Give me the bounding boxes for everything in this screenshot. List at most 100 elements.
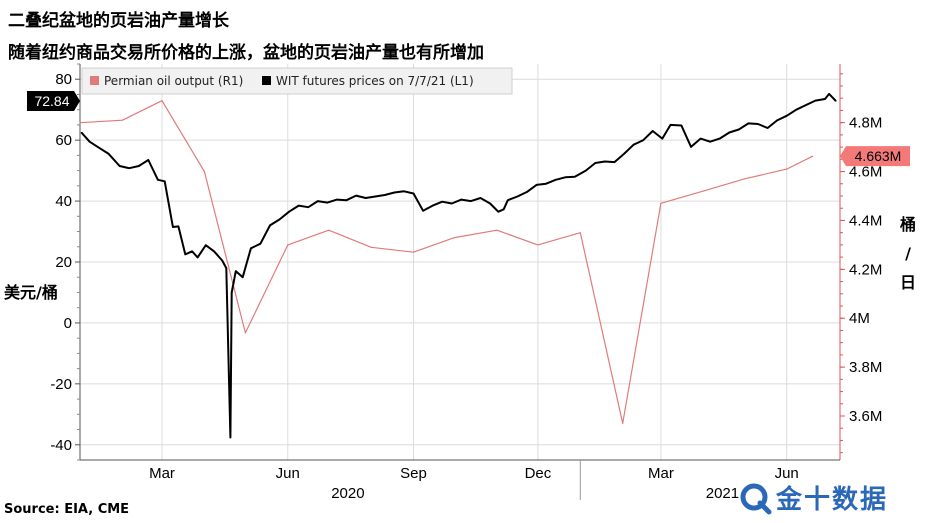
oil-output-point	[812, 155, 814, 157]
x-axis-tick-label: Jun	[276, 465, 300, 482]
legend: Permian oil output (R1) WIT futures price…	[81, 67, 513, 95]
price-point	[157, 179, 159, 181]
price-point	[747, 122, 750, 124]
price-point	[700, 138, 702, 140]
price-point	[757, 123, 759, 125]
chart-subtitle: 随着纽约商品交易所价格的上涨，盆地的页岩油产量也有所增加	[8, 43, 484, 63]
oil-output-point	[537, 244, 539, 246]
oil-output-point	[786, 168, 788, 170]
x-axis-year-label: 2020	[331, 485, 364, 502]
price-point	[642, 139, 644, 141]
price-point	[652, 130, 654, 132]
price-point	[345, 199, 348, 201]
left-axis-tick-label: 80	[55, 71, 72, 88]
price-line	[80, 92, 837, 439]
price-point	[326, 202, 328, 204]
price-point	[604, 160, 606, 163]
price-point	[497, 211, 499, 213]
price-point	[460, 199, 462, 201]
right-axis-tick-label: 4.4M	[849, 212, 882, 229]
price-point	[545, 183, 547, 185]
right-axis-label: 桶 / 日	[897, 210, 919, 297]
price-point	[108, 153, 110, 155]
right-axis-tick-label: 3.8M	[849, 359, 882, 376]
oil-output-point	[287, 244, 289, 246]
oil-output-point	[203, 171, 205, 173]
price-point	[307, 206, 309, 208]
price-point	[441, 201, 443, 203]
price-point	[613, 161, 616, 163]
right-axis-label-char: /	[905, 244, 911, 263]
price-point	[795, 109, 797, 111]
price-point	[633, 144, 635, 146]
x-axis-year-label: 2021	[706, 485, 739, 502]
price-point	[516, 195, 519, 198]
legend-label-price: WIT futures prices on 7/7/21 (L1)	[276, 74, 474, 88]
last-output-callout-label: 4.663M	[855, 148, 902, 164]
left-axis-tick-label: 60	[55, 132, 72, 149]
right-axis-label-char: 桶	[899, 215, 916, 234]
left-axis-tick-label: 40	[55, 193, 72, 210]
price-point	[279, 218, 281, 220]
price-point	[470, 200, 472, 202]
x-axis-tick-label: Mar	[149, 465, 175, 482]
price-point	[205, 244, 207, 246]
price-point	[776, 119, 778, 121]
jin10-logo-icon	[740, 483, 772, 515]
jin10-logo: 金十数据	[738, 477, 918, 521]
price-point	[585, 170, 587, 172]
price-point	[669, 124, 672, 126]
price-point	[225, 267, 227, 269]
legend-box	[81, 67, 513, 95]
left-axis-tick-label: 20	[55, 254, 72, 271]
price-point	[80, 131, 82, 134]
price-point	[259, 243, 261, 245]
price-point	[403, 190, 405, 192]
oil-output-point	[328, 229, 330, 231]
right-axis-tick-label: 4.6M	[849, 164, 882, 181]
oil-output-point	[244, 332, 246, 334]
price-point	[526, 191, 528, 193]
price-point	[594, 162, 596, 164]
last-price-callout-box	[27, 91, 80, 112]
left-axis-tick-label: 0	[64, 315, 72, 332]
right-axis-tick-label: 3.6M	[849, 408, 882, 425]
price-point	[805, 104, 807, 106]
price-point	[564, 176, 566, 178]
right-axis-tick-label: 4.2M	[849, 261, 882, 278]
price-point	[184, 253, 186, 255]
price-point	[128, 167, 130, 169]
price-point	[288, 211, 290, 213]
last-price-callout: 72.84	[27, 91, 80, 112]
price-point	[164, 180, 166, 182]
price-point	[250, 247, 252, 249]
price-point	[786, 115, 788, 117]
price-point	[355, 195, 357, 197]
logo-text: 金十数据	[776, 485, 889, 515]
oil-output-point	[496, 229, 498, 231]
legend-swatch-price	[262, 76, 271, 85]
last-output-callout-box	[840, 146, 910, 167]
last-price-callout-label: 72.84	[34, 93, 69, 109]
price-point	[489, 202, 491, 205]
right-axis-tick-label: 4M	[849, 310, 870, 327]
price-point	[191, 250, 193, 252]
oil-output-point	[79, 122, 81, 124]
price-point	[221, 259, 223, 262]
price-point	[479, 197, 482, 199]
price-point	[242, 276, 244, 278]
oil-output-point	[579, 232, 581, 234]
price-point	[738, 128, 740, 131]
price-point	[393, 191, 395, 194]
price-point	[384, 194, 386, 196]
price-point	[147, 159, 149, 161]
price-point	[574, 176, 576, 178]
price-point	[824, 98, 826, 100]
source-note: Source: EIA, CME	[4, 502, 130, 517]
price-point	[432, 205, 434, 207]
last-output-callout: 4.663M	[840, 146, 910, 167]
price-point	[138, 165, 140, 167]
price-point	[412, 192, 415, 195]
x-axis-tick-label: Sep	[400, 465, 427, 482]
